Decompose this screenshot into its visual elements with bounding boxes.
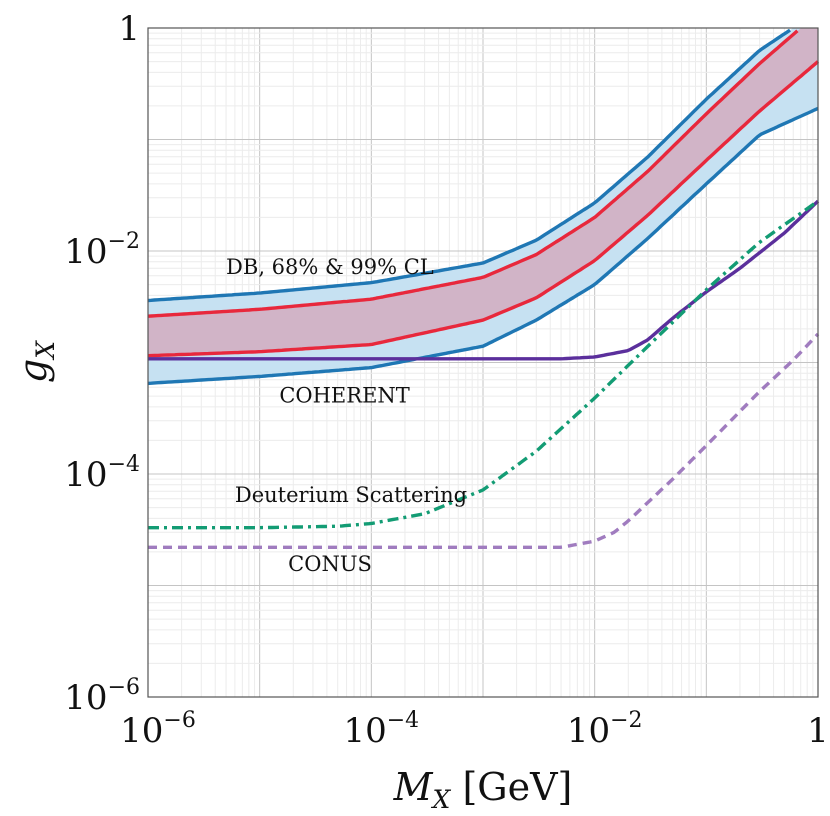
annotations: DB, 68% & 99% CL COHERENT Deuterium Scatte… <box>226 255 467 576</box>
annotation-label: CONUS <box>288 552 372 576</box>
x-tick-label: 10−6 <box>120 708 196 751</box>
x-tick-label: 10−2 <box>567 708 643 751</box>
svg-text:MX [GeV]: MX [GeV] <box>393 765 573 814</box>
svg-text:gX: gX <box>11 340 60 383</box>
series-line-db-68-cl-lower <box>147 60 820 358</box>
y-tick-label: 10−2 <box>64 229 140 272</box>
x-tick-label: 1 <box>807 711 829 751</box>
ticks: 10−6 10−4 10−2 1 10−6 10−4 10−2 1 <box>64 9 829 751</box>
y-tick-label: 1 <box>118 9 140 49</box>
annotation-label: DB, 68% & 99% CL <box>226 255 434 279</box>
x-axis-label: MX [GeV] <box>393 765 573 814</box>
series-line-db-99-cl-lower <box>147 106 819 386</box>
series-line-db-68-cl-upper <box>147 29 799 318</box>
series-line-conus <box>148 332 820 549</box>
y-tick-label: 10−6 <box>64 675 140 718</box>
series <box>147 28 820 549</box>
annotation-label: Deuterium Scattering <box>235 483 467 507</box>
x-tick-label: 10−4 <box>343 708 419 751</box>
annotation-label: COHERENT <box>279 383 409 407</box>
y-tick-label: 10−4 <box>64 452 140 495</box>
series-line-coherent <box>148 199 820 361</box>
band-db-99-cl-band <box>148 28 818 384</box>
series-line-deuterium-scattering <box>148 199 819 530</box>
band-db-68-cl-band <box>148 28 818 356</box>
plot-frame <box>147 27 819 698</box>
y-axis-label: gX <box>11 340 60 383</box>
series-line-db-99-cl-upper <box>147 28 791 303</box>
confidence-bands <box>148 28 818 384</box>
